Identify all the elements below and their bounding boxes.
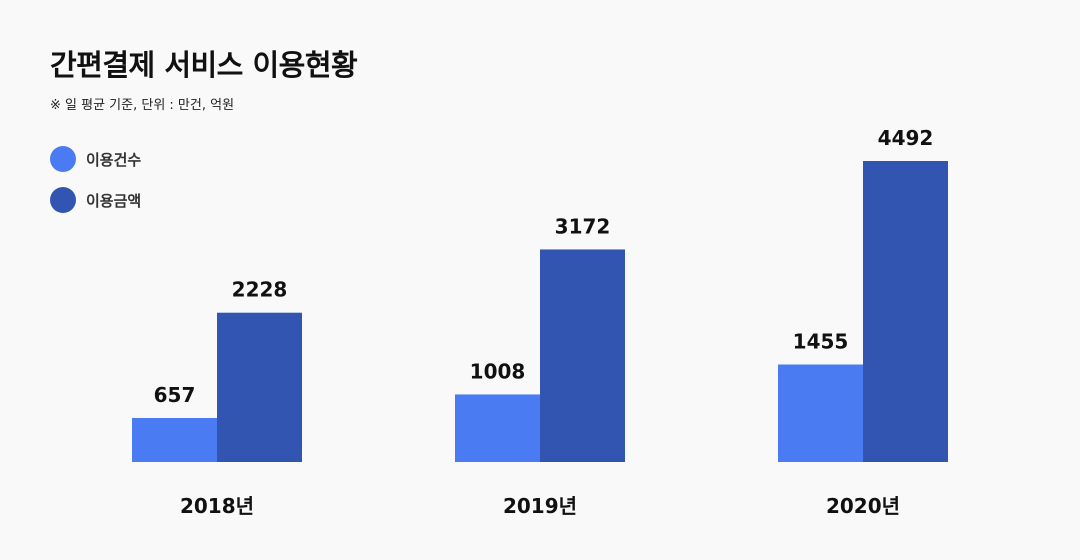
chart-title: 간편결제 서비스 이용현황: [50, 48, 358, 82]
legend-label-series-1: 이용건수: [86, 150, 142, 169]
legend-item-series-1: 이용건수: [50, 146, 141, 172]
bar-series-2-2: [540, 249, 625, 462]
legend: 이용건수 이용금액: [50, 146, 141, 228]
data-label-series-1-2: 1008: [470, 359, 526, 383]
category-label-1: 2018년: [180, 494, 254, 518]
data-label-series-1-1: 657: [154, 383, 196, 407]
legend-label-series-2: 이용금액: [86, 191, 142, 210]
data-label-series-1-3: 1455: [793, 330, 849, 354]
category-label-2: 2019년: [503, 494, 577, 518]
bar-series-2-1: [217, 312, 302, 462]
chart-subtitle: ※ 일 평균 기준, 단위 : 만건, 억원: [50, 98, 235, 113]
legend-item-series-2: 이용금액: [50, 187, 141, 213]
bar-series-1-1: [132, 417, 217, 462]
legend-dot-series-2: [50, 187, 76, 213]
bar-series-1-3: [778, 364, 863, 462]
bar-series-2-3: [863, 161, 948, 462]
category-label-3: 2020년: [826, 494, 900, 518]
legend-dot-series-1: [50, 146, 76, 172]
bar-series-1-2: [455, 394, 540, 462]
data-label-series-2-1: 2228: [232, 278, 288, 302]
data-label-series-2-3: 4492: [878, 126, 934, 150]
data-label-series-2-2: 3172: [555, 214, 611, 238]
